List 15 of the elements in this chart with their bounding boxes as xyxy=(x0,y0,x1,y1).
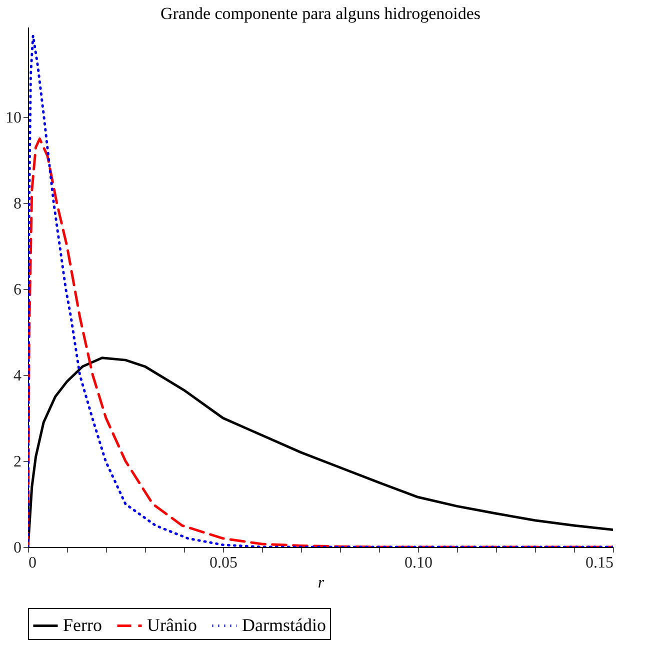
x-axis-title: r xyxy=(318,574,325,592)
legend-label: Ferro xyxy=(63,614,102,635)
y-tick-label: 4 xyxy=(14,368,22,385)
y-tick-label: 10 xyxy=(6,110,22,127)
x-tick-label: 0.15 xyxy=(586,554,614,572)
x-tick-label: 0.05 xyxy=(210,554,238,572)
y-tick-label: 2 xyxy=(14,454,22,471)
chart-title: Grande componente para alguns hidrogenoides xyxy=(160,4,481,23)
x-tick-label: 0.10 xyxy=(404,554,432,572)
y-tick-label: 6 xyxy=(14,282,22,299)
legend-label: Darmstádio xyxy=(242,614,326,635)
y-tick-label: 0 xyxy=(14,540,22,556)
legend-label: Urânio xyxy=(147,614,197,635)
y-tick-label: 8 xyxy=(14,196,22,213)
x-tick-label: 0 xyxy=(28,554,36,572)
